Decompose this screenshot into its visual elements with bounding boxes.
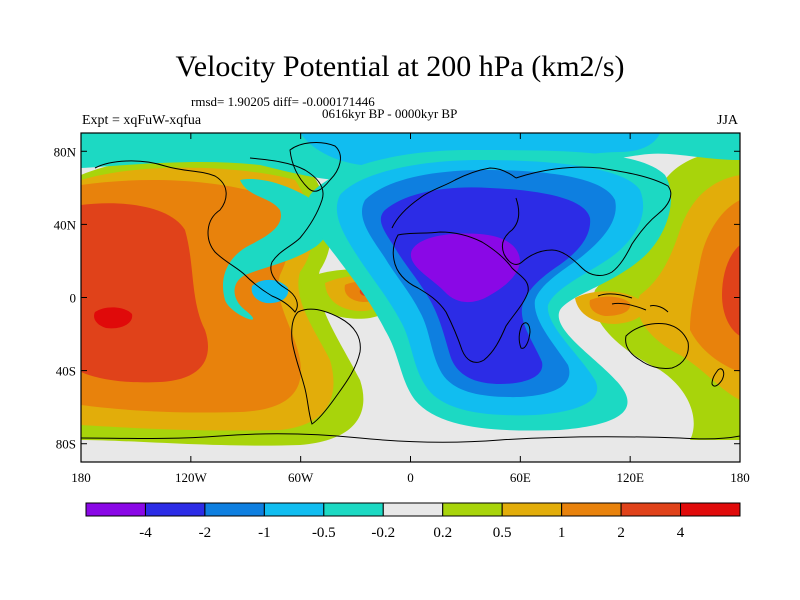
colorbar-swatch: [501, 502, 563, 517]
x-tick-label: 120E: [616, 470, 644, 485]
colorbar-swatch: [442, 502, 503, 517]
map-title: Velocity Potential at 200 hPa (km2/s): [175, 50, 625, 83]
coastline-new-zealand: [711, 368, 725, 387]
colorbar: -4 -2 -1 -0.5 -0.2 0.2 0.5 1 2 4: [85, 502, 741, 541]
coastline-indonesia: [597, 293, 669, 313]
colorbar-level-label: -4: [139, 525, 152, 541]
period-label: 0616kyr BP - 0000kyr BP: [322, 106, 458, 121]
colorbar-level-label: 4: [677, 525, 685, 541]
coastline-asia: [501, 166, 672, 276]
coastline-madagascar: [518, 322, 531, 349]
coastline-north-america: [94, 157, 324, 313]
colorbar-swatch: [620, 502, 682, 517]
coastline-europe: [391, 167, 517, 229]
rmsd-diff-stats: rmsd= 1.90205 diff= -0.000171446: [191, 94, 375, 109]
y-tick-label: 80S: [56, 437, 76, 452]
contour-fill-positive-strong-east: [690, 200, 740, 372]
coastline-greenland: [289, 142, 341, 192]
contour-fill-negative-max: [410, 233, 520, 303]
x-tick-label: 0: [407, 470, 414, 485]
colorbar-swatch: [144, 502, 206, 517]
y-tick-label: 40S: [56, 364, 76, 379]
colorbar-level-label: 0.5: [493, 525, 512, 541]
colorbar-swatch: [561, 502, 622, 517]
colorbar-level-label: -2: [199, 525, 212, 541]
x-tick-label: 180: [71, 470, 91, 485]
x-axis-ticks: 180 120W 60W 0 60E 120E 180: [71, 133, 750, 485]
colorbar-level-label: 2: [617, 525, 625, 541]
coastlines: [81, 142, 740, 443]
contour-fill-americas-negative-core: [251, 279, 289, 304]
contour-fill-americas-negative: [222, 179, 329, 320]
colorbar-swatch: [382, 502, 444, 517]
colorbar-swatch: [680, 502, 741, 517]
colorbar-swatch: [323, 502, 384, 517]
contour-fill-positive-core-east: [722, 245, 740, 336]
y-tick-label: 40N: [54, 217, 77, 232]
x-tick-label: 120W: [175, 470, 208, 485]
colorbar-level-label: -0.5: [312, 525, 336, 541]
coastline-antarctica: [81, 433, 740, 443]
colorbar-level-label: -0.2: [371, 525, 395, 541]
y-tick-label: 0: [70, 291, 77, 306]
colorbar-level-label: -1: [258, 525, 271, 541]
season-label: JJA: [717, 113, 739, 128]
velocity-potential-field: [81, 133, 740, 462]
colorbar-swatch: [85, 502, 146, 517]
contour-fill-positive-max: [94, 307, 133, 329]
x-tick-label: 60E: [510, 470, 531, 485]
experiment-label: Expt = xqFuW-xqfua: [82, 113, 202, 128]
x-tick-label: 180: [730, 470, 750, 485]
colorbar-swatch: [204, 502, 265, 517]
colorbar-level-label: 1: [558, 525, 566, 541]
colorbar-level-label: 0.2: [433, 525, 452, 541]
contour-fill-positive-core: [81, 203, 208, 383]
colorbar-swatch: [263, 502, 325, 517]
y-tick-label: 80N: [54, 144, 77, 159]
y-axis-ticks: 80N 40N 0 40S 80S: [54, 144, 740, 452]
coastline-south-america: [291, 308, 361, 425]
x-tick-label: 60W: [288, 470, 314, 485]
coastline-australia: [625, 323, 689, 369]
contour-fill-positive-tongue-core: [589, 296, 631, 316]
coastline-africa: [392, 231, 529, 363]
